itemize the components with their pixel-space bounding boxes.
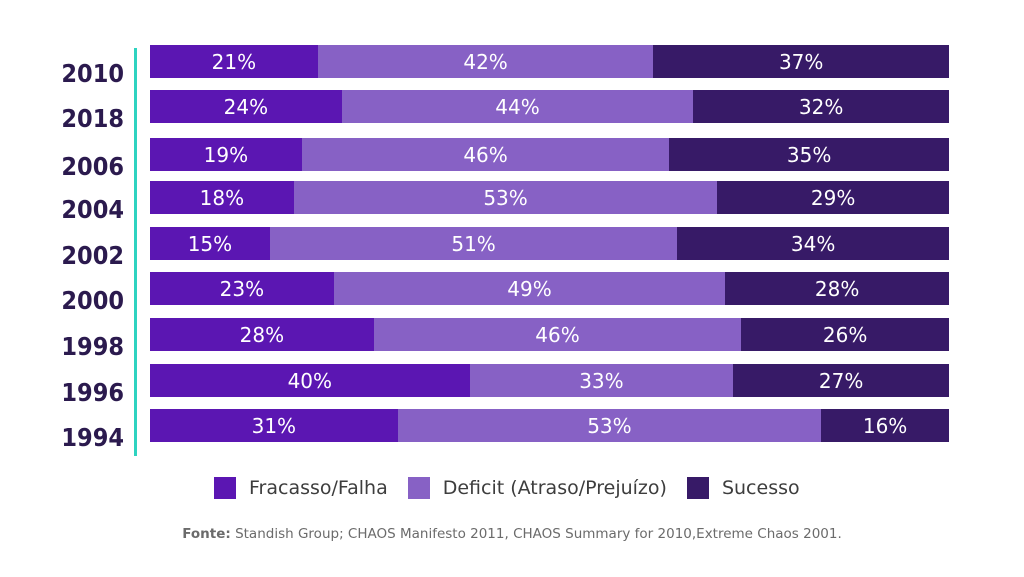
year-label: 1998 — [61, 332, 124, 361]
year-label: 2000 — [61, 286, 124, 315]
bar-segment: 19% — [150, 138, 302, 171]
data-label: 26% — [822, 322, 868, 347]
data-label: 40% — [287, 368, 333, 393]
data-label: 23% — [219, 276, 265, 301]
data-label: 53% — [483, 185, 528, 210]
legend-item: Sucesso — [686, 477, 800, 499]
source-prefix: Fonte: — [182, 526, 231, 542]
bar-row: 23% 49% 28% — [150, 272, 949, 305]
legend-item: Deficit (Atraso/Prejuízo) — [407, 477, 667, 499]
bar-segment: 42% — [317, 45, 654, 78]
data-label: 34% — [790, 231, 836, 256]
data-label: 28% — [814, 276, 860, 301]
year-label: 2018 — [61, 104, 124, 133]
bar-segment: 33% — [469, 364, 734, 397]
bar-row: 31% 53% 16% — [150, 409, 949, 442]
bar-segment: 27% — [733, 364, 949, 397]
data-label: 44% — [495, 94, 540, 119]
bar-segment: 37% — [653, 45, 949, 78]
bar-row: 24% 44% 32% — [150, 90, 949, 123]
bar-row: 40% 33% 27% — [150, 364, 949, 397]
bar-segment: 46% — [301, 138, 670, 171]
legend-swatch — [214, 477, 236, 499]
data-label: 49% — [507, 276, 552, 301]
legend-label: Deficit (Atraso/Prejuízo) — [442, 477, 667, 499]
year-label: 2004 — [61, 195, 124, 224]
source-note: Fonte: Standish Group; CHAOS Manifesto 2… — [0, 526, 1024, 542]
year-label: 1996 — [61, 378, 124, 407]
data-label: 28% — [239, 322, 285, 347]
data-label: 46% — [463, 142, 508, 167]
bar-segment: 21% — [150, 45, 318, 78]
data-label: 27% — [818, 368, 864, 393]
bar-row: 28% 46% 26% — [150, 318, 949, 351]
bar-segment: 40% — [150, 364, 470, 397]
data-label: 32% — [798, 94, 844, 119]
bar-row: 15% 51% 34% — [150, 227, 949, 260]
legend-swatch — [407, 477, 430, 499]
bar-segment: 35% — [669, 138, 949, 171]
bar-segment: 51% — [269, 227, 678, 260]
bar-segment: 46% — [373, 318, 742, 351]
bar-row: 18% 53% 29% — [150, 181, 949, 214]
data-label: 35% — [786, 142, 832, 167]
data-label: 21% — [211, 49, 257, 74]
data-label: 18% — [199, 185, 245, 210]
data-label: 46% — [535, 322, 580, 347]
bar-segment: 26% — [741, 318, 949, 351]
legend-swatch — [686, 477, 709, 499]
data-label: 53% — [587, 413, 632, 438]
bar-segment: 23% — [150, 272, 334, 305]
bar-segment: 24% — [150, 90, 342, 123]
data-label: 19% — [203, 142, 249, 167]
year-label: 2002 — [61, 241, 124, 270]
year-label: 2010 — [61, 59, 124, 88]
year-label: 1994 — [61, 423, 124, 452]
data-label: 33% — [579, 368, 624, 393]
data-label: 37% — [778, 49, 824, 74]
legend-label: Sucesso — [721, 477, 800, 499]
bar-segment: 15% — [150, 227, 270, 260]
bar-segment: 53% — [293, 181, 718, 214]
bar-segment: 18% — [150, 181, 294, 214]
bar-segment: 31% — [150, 409, 398, 442]
data-label: 31% — [251, 413, 297, 438]
bar-segment: 53% — [397, 409, 822, 442]
year-label: 2006 — [61, 152, 124, 181]
axis-line — [134, 48, 137, 456]
bar-segment: 16% — [821, 409, 949, 442]
bar-segment: 44% — [341, 90, 694, 123]
data-label: 42% — [463, 49, 508, 74]
data-label: 24% — [223, 94, 269, 119]
data-label: 51% — [451, 231, 496, 256]
legend-label: Fracasso/Falha — [249, 477, 388, 499]
bar-segment: 49% — [333, 272, 726, 305]
legend-item: Fracasso/Falha — [214, 477, 388, 499]
legend: Fracasso/Falha Deficit (Atraso/Prejuízo) S… — [214, 477, 820, 499]
data-label: 15% — [187, 231, 233, 256]
bar-segment: 29% — [717, 181, 949, 214]
source-text: Standish Group; CHAOS Manifesto 2011, CH… — [230, 526, 842, 542]
bar-segment: 28% — [725, 272, 949, 305]
data-label: 16% — [862, 413, 908, 438]
bar-segment: 28% — [150, 318, 374, 351]
bar-row: 19% 46% 35% — [150, 138, 949, 171]
bar-segment: 34% — [677, 227, 949, 260]
bar-row: 21% 42% 37% — [150, 45, 949, 78]
bar-segment: 32% — [693, 90, 949, 123]
data-label: 29% — [810, 185, 856, 210]
